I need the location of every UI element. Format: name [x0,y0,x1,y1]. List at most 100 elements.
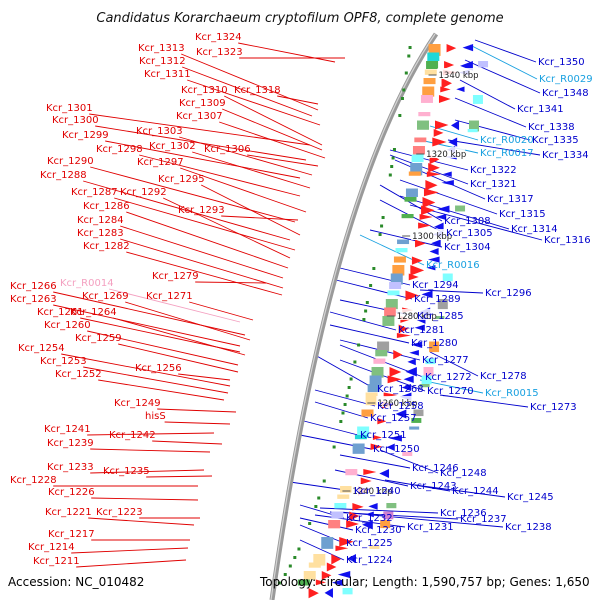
cog-color-block [337,494,350,499]
gene-label-left: Kcr_1271 [146,291,193,302]
leader-line-left [113,317,246,356]
leader-line-right [429,351,479,377]
gene-label-right: Kcr_1231 [407,522,454,533]
gene-label-right: Kcr_1238 [505,522,552,533]
forward-gene-arrow [410,265,425,276]
gene-dot [349,377,353,381]
backbone-arc [269,32,439,600]
gene-dot [343,403,347,406]
gene-label-left: Kcr_1283 [77,228,124,239]
gene-label-right: Kcr_1243 [410,481,457,492]
gene-label-right: Kcr_1236 [440,508,487,519]
gene-dot [369,284,373,287]
gene-label-left: Kcr_1295 [158,174,205,185]
gene-dot [332,445,336,449]
leader-line-left [187,79,321,126]
forward-gene-arrow [426,171,442,177]
gene-label-left: Kcr_1297 [137,157,184,168]
leader-line-right [454,97,527,128]
leader-line-right [474,39,537,63]
cog-color-block [411,154,424,163]
gene-dot [407,54,411,58]
gene-dot [314,505,318,508]
forward-gene-arrow [372,435,383,441]
gene-label-left: Kcr_1286 [83,201,130,212]
leader-line-right [314,401,369,419]
kbp-label-bg [411,229,452,240]
cog-color-block [382,316,395,326]
forward-gene-arrow [425,180,438,191]
cog-color-block [367,384,380,393]
forward-gene-arrow [428,163,440,173]
reverse-gene-arrow [429,248,439,256]
reverse-gene-arrow [401,384,412,391]
gene-label-right: Kcr_R0017 [480,148,534,159]
forward-gene-arrow [389,367,402,377]
gene-label-left: Kcr_1252 [55,369,102,380]
leader-line-right [329,324,410,344]
kbp-label-bg [395,309,436,320]
gene-dot [362,318,366,321]
gene-label-right: Kcr_1348 [542,88,589,99]
gene-label-right: Kcr_1251 [360,430,407,441]
forward-gene-arrow [438,95,451,103]
cog-color-block [429,341,440,353]
forward-gene-arrow [446,44,457,53]
gene-label-left: Kcr_1293 [178,205,225,216]
cog-color-block [422,86,435,97]
gene-dot [364,309,368,313]
leader-line-left [222,108,323,151]
leader-line-right [454,119,531,141]
gene-dot [381,216,385,219]
cog-color-block [334,503,347,509]
leader-line-left [192,151,311,189]
gene-label-right: Kcr_1308 [444,216,491,227]
gene-label-left: Kcr_1263 [10,294,57,305]
gene-label-left: Kcr_1266 [10,281,57,292]
leader-line-left [76,559,187,568]
leader-line-left [157,408,237,413]
gene-label-left: Kcr_1311 [144,69,191,80]
gene-label-left: Kcr_1323 [196,47,243,58]
gene-dot [388,173,392,177]
forward-gene-arrow [418,222,432,229]
leader-line-left [120,238,284,289]
cog-color-block [365,392,378,406]
leader-line-left [146,475,213,478]
cog-color-block [297,579,310,586]
forward-gene-arrow [393,350,403,360]
leader-line-right [319,507,439,514]
leader-line-right [459,79,516,110]
gene-dot [283,573,287,576]
leader-line-left [90,469,205,474]
leader-line-right [394,159,486,200]
gene-dot [390,165,394,168]
gene-label-left: Kcr_1239 [47,438,94,449]
cog-color-block [397,239,410,245]
leader-line-left [98,379,225,401]
gene-label-right: Kcr_R0015 [485,388,539,399]
cog-color-block [345,469,358,476]
reverse-gene-arrow [462,44,474,52]
leader-line-right [464,59,541,94]
gene-label-right: Kcr_1350 [538,57,585,68]
reverse-gene-arrow [337,571,351,579]
leader-line-right [414,484,506,498]
kbp-label: 1340 kbp [439,71,479,81]
cog-color-block [412,146,425,155]
gene-label-left: Kcr_1287 [71,187,118,198]
gene-label-left: Kcr_1264 [70,307,117,318]
leader-line-left [221,215,299,221]
gene-label-left: hisS [145,411,166,422]
cog-color-block [401,214,414,219]
gene-label-right: Kcr_1294 [412,280,459,291]
leader-line-left [71,547,189,554]
gene-label-left: Kcr_1249 [114,398,161,409]
gene-label-left: Kcr_1214 [28,542,75,553]
leader-line-right [299,517,354,531]
gene-label-left: Kcr_1313 [138,43,185,54]
cog-color-block [385,299,398,311]
cog-color-block [408,171,421,176]
cog-color-block [414,137,427,143]
forward-gene-arrow [435,120,449,130]
